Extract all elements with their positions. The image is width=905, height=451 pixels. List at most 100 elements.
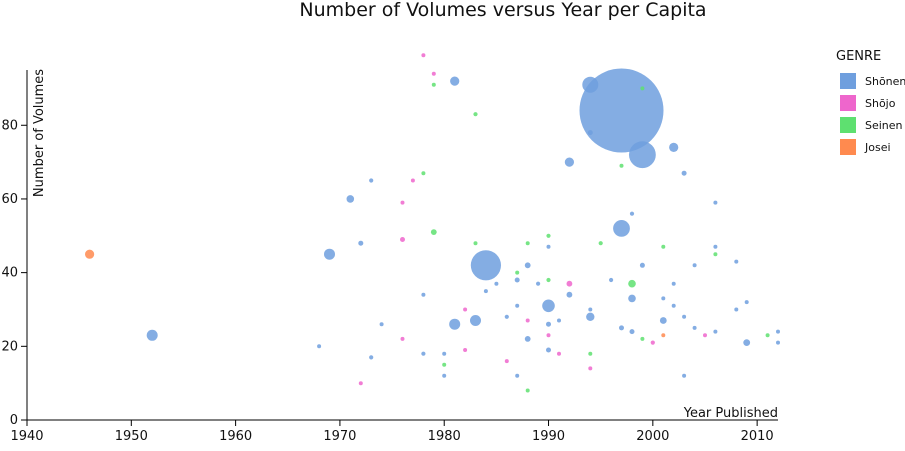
y-axis-label: Number of Volumes — [32, 69, 47, 197]
data-point — [661, 333, 666, 338]
data-point — [659, 317, 667, 324]
data-point — [669, 142, 679, 152]
data-point — [379, 322, 384, 327]
data-point — [671, 303, 676, 308]
data-point — [430, 229, 437, 236]
data-point — [557, 351, 561, 356]
data-point — [682, 373, 687, 378]
x-tick-label: 1960 — [219, 429, 252, 444]
data-point — [358, 240, 364, 246]
data-point — [421, 171, 426, 176]
data-point — [473, 241, 478, 246]
data-point — [588, 307, 593, 312]
chart-title: Number of Volumes versus Year per Capita — [299, 0, 706, 21]
data-point — [515, 303, 520, 308]
data-point — [734, 259, 739, 264]
x-tick-label: 1980 — [428, 429, 461, 444]
y-tick-label: 60 — [1, 192, 18, 207]
data-point — [566, 291, 573, 298]
data-point — [483, 289, 488, 294]
data-point — [640, 86, 645, 91]
data-point — [504, 359, 509, 364]
data-point — [609, 277, 614, 283]
x-tick-label: 1970 — [323, 429, 356, 444]
data-points — [85, 53, 780, 393]
data-point — [546, 347, 551, 353]
data-point — [400, 237, 405, 242]
data-point — [515, 270, 520, 275]
data-point — [421, 53, 426, 58]
data-point — [442, 362, 447, 367]
x-tick-label: 1950 — [115, 429, 148, 444]
data-point — [400, 336, 405, 341]
data-point — [525, 388, 530, 393]
data-point — [650, 340, 655, 345]
data-point — [566, 280, 573, 287]
x-tick-label: 2000 — [636, 429, 669, 444]
data-point — [661, 296, 666, 301]
x-axis-label: Year Published — [683, 406, 778, 421]
data-point — [629, 141, 656, 169]
x-tick-label: 1940 — [10, 429, 43, 444]
data-point — [358, 381, 363, 386]
data-point — [463, 348, 468, 352]
legend-swatch — [840, 73, 856, 89]
y-tick-label: 0 — [10, 413, 18, 428]
y-tick-label: 40 — [1, 266, 18, 281]
data-point — [546, 244, 551, 249]
data-point — [546, 277, 551, 283]
legend-title: GENRE — [836, 49, 881, 64]
data-point — [619, 163, 624, 168]
data-point — [628, 294, 636, 303]
legend-label: Josei — [864, 141, 891, 154]
data-point — [421, 292, 426, 297]
data-point — [629, 211, 635, 216]
legend-swatch — [840, 95, 856, 111]
data-point — [692, 325, 697, 330]
legend-label: Shōjo — [865, 97, 896, 110]
data-point — [671, 281, 676, 286]
data-point — [514, 277, 520, 283]
data-point — [619, 325, 624, 331]
data-point — [524, 262, 531, 269]
data-point — [431, 82, 436, 87]
data-point — [494, 281, 499, 286]
data-point — [421, 351, 426, 356]
data-point — [463, 307, 468, 312]
x-axis-ticks: 1940 1950 1960 1970 1980 1990 2000 2010 — [10, 420, 774, 444]
data-point — [542, 299, 555, 313]
legend-swatch — [840, 139, 856, 155]
data-point — [85, 249, 95, 259]
y-tick-label: 20 — [1, 339, 18, 354]
data-point — [536, 281, 541, 286]
data-point — [703, 333, 707, 338]
data-point — [431, 71, 436, 76]
legend-label: Seinen — [865, 119, 903, 132]
legend-label: Shōnen — [865, 75, 905, 88]
legend: GENRE Shōnen Shōjo Seinen Josei — [836, 49, 905, 155]
data-point — [613, 220, 630, 237]
data-point — [546, 333, 551, 338]
data-point — [324, 248, 335, 260]
data-point — [776, 340, 780, 345]
y-tick-label: 80 — [1, 118, 18, 133]
data-point — [369, 178, 374, 183]
data-point — [640, 336, 645, 341]
data-point — [692, 263, 697, 268]
data-point — [557, 318, 561, 323]
data-point — [586, 312, 595, 321]
data-point — [629, 329, 635, 335]
data-point — [713, 244, 718, 249]
data-point — [400, 200, 405, 205]
data-point — [346, 195, 355, 203]
data-point — [587, 130, 593, 136]
data-point — [525, 241, 530, 246]
data-point — [682, 314, 687, 319]
x-tick-label: 1990 — [532, 429, 565, 444]
data-point — [470, 315, 481, 326]
data-point — [661, 244, 666, 249]
y-axis-ticks: 0 20 40 60 80 — [1, 118, 27, 428]
data-point — [546, 321, 551, 327]
data-point — [410, 178, 415, 183]
